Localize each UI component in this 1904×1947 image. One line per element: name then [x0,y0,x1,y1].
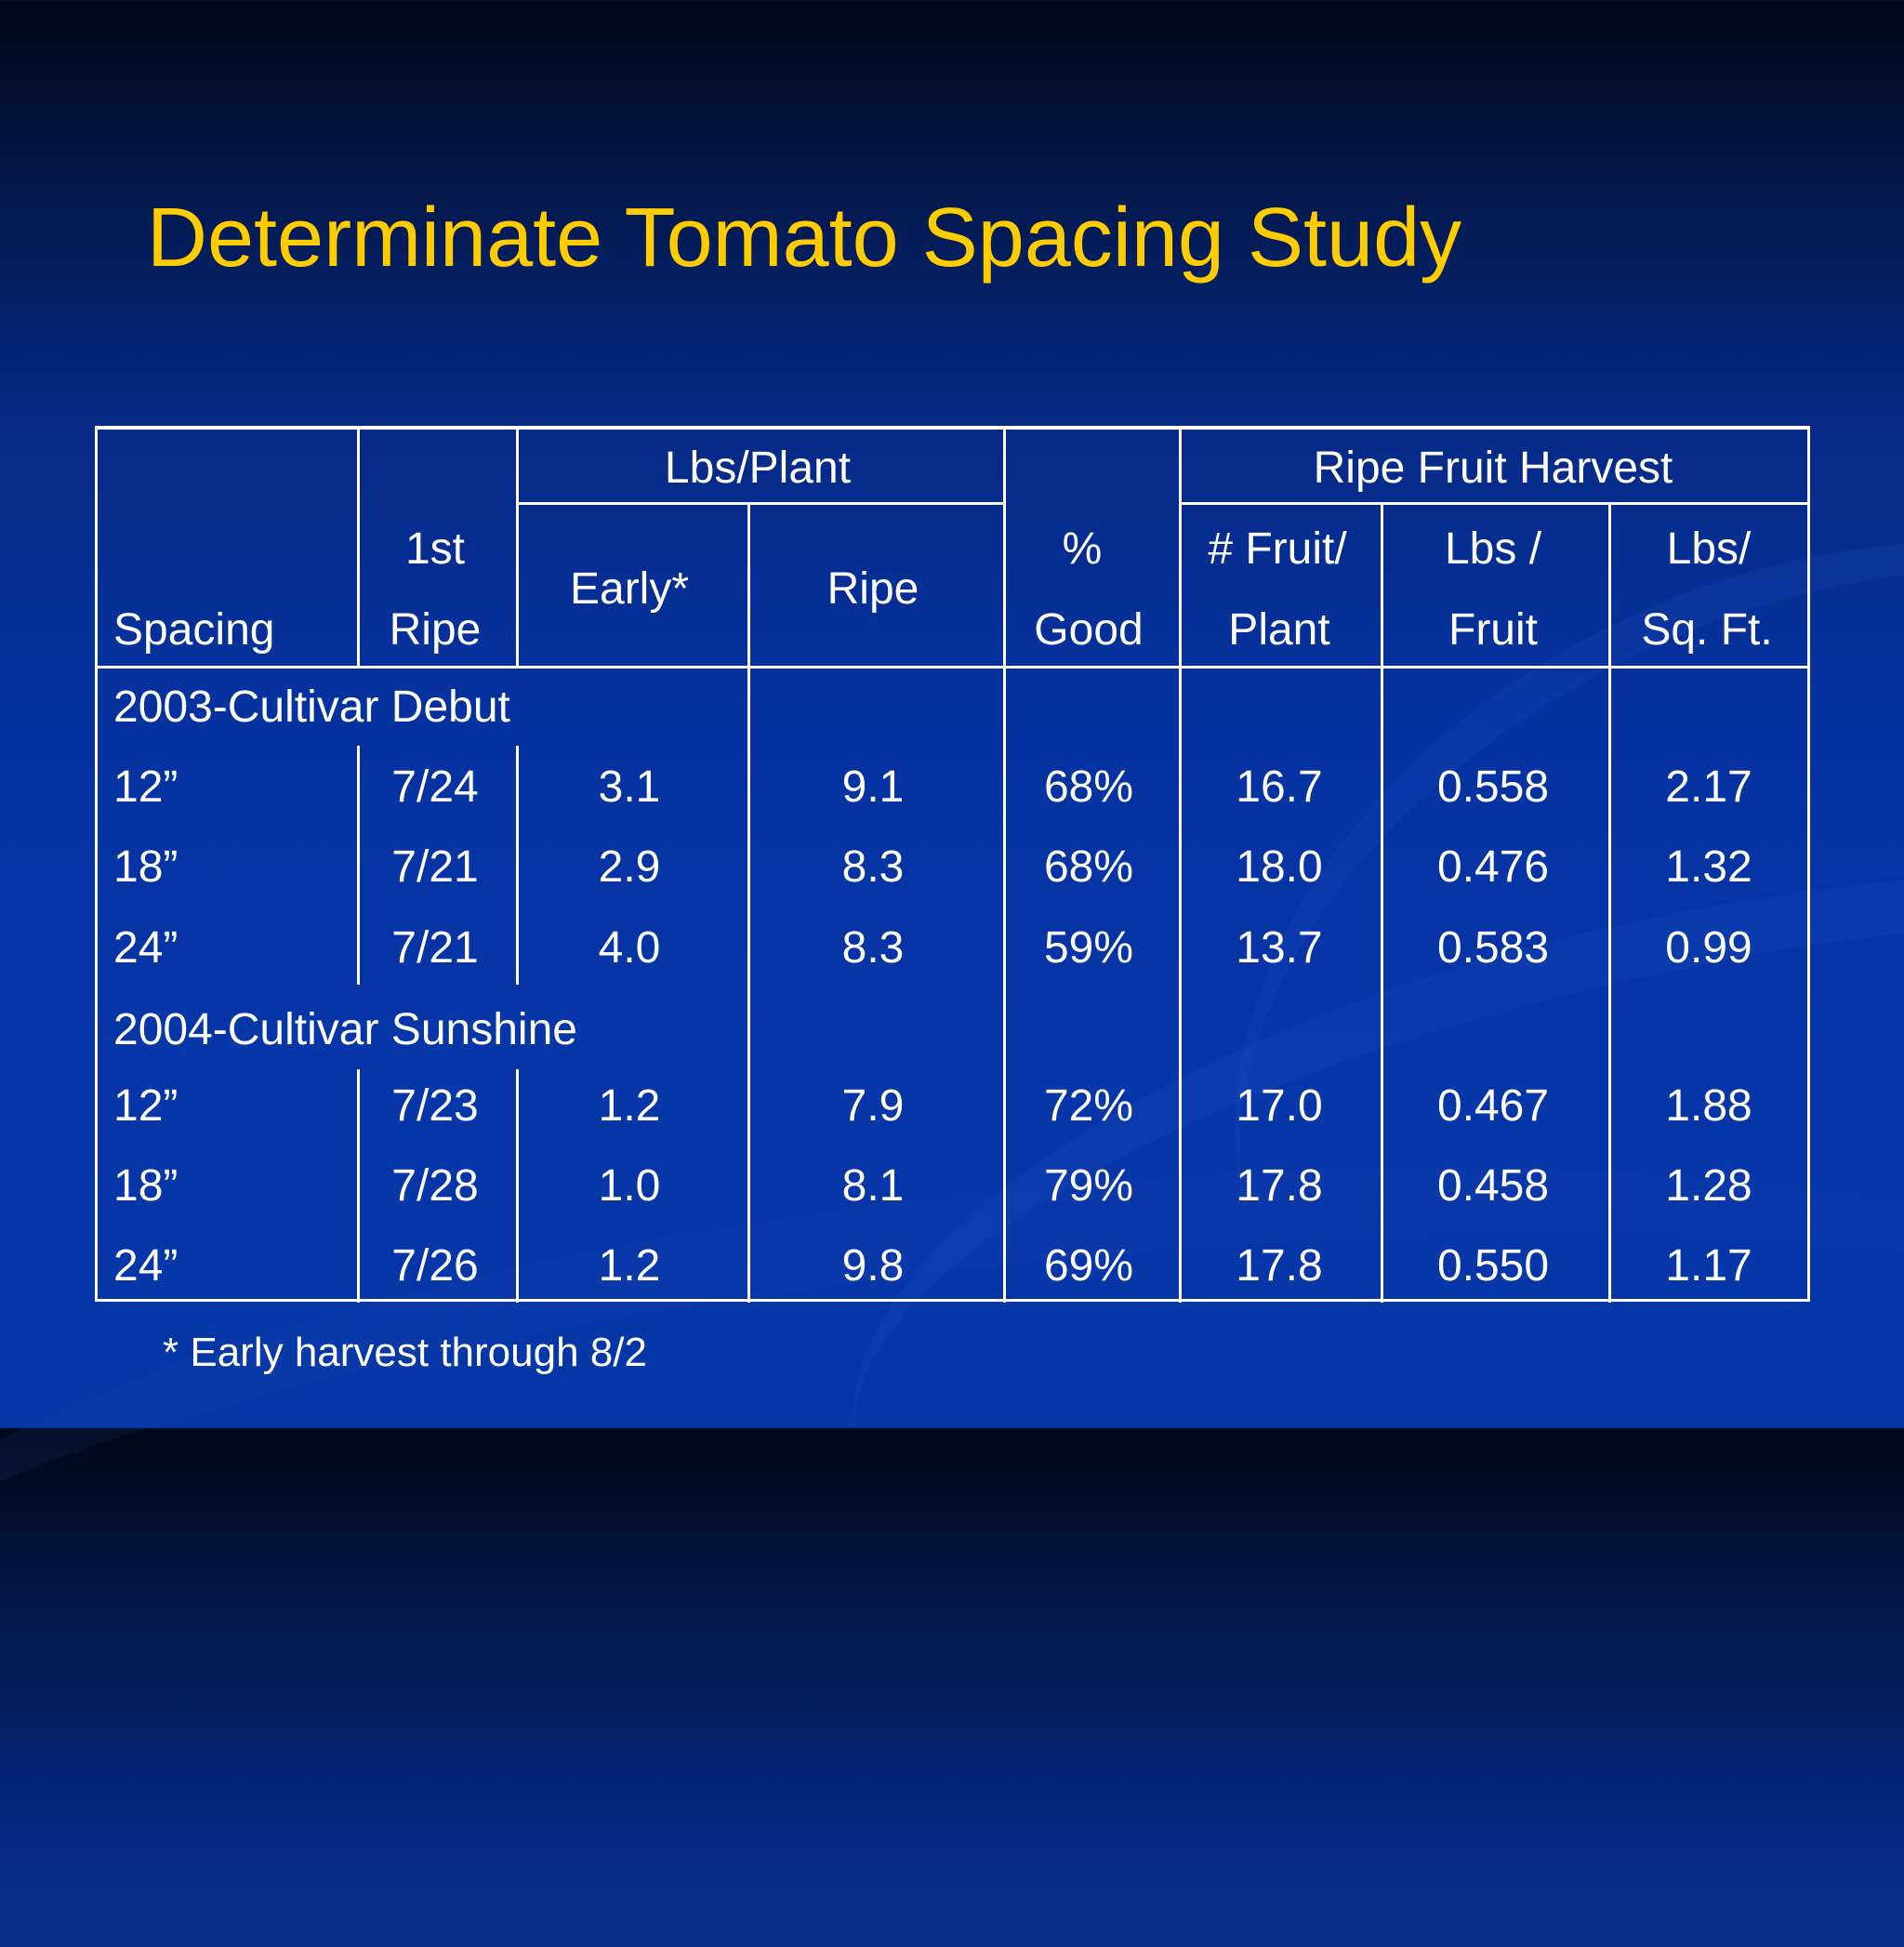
cell-lbs-per-sqft: 0.99 [1665,923,1752,973]
cell-lbs-per-fruit: 0.558 [1436,762,1550,812]
cell-lbs-per-sqft: 1.17 [1665,1241,1752,1291]
cell-spacing: 12” [113,1081,178,1131]
cell-percent-good: 59% [1043,923,1134,973]
cell-spacing: 24” [113,923,178,973]
cell-first-ripe: 7/21 [391,923,479,973]
cell-ripe: 7.9 [841,1081,905,1131]
cell-first-ripe: 7/21 [391,842,479,892]
cell-early: 4.0 [598,923,661,973]
header-spacing: Spacing [113,605,275,655]
cell-spacing: 18” [113,1161,178,1211]
header-good-line2: Good [1034,605,1144,655]
column-divider [1179,430,1182,1303]
cell-lbs-per-fruit: 0.467 [1436,1081,1550,1131]
group-header-ripe-fruit-harvest: Ripe Fruit Harvest [1313,444,1673,493]
cell-percent-good: 68% [1043,762,1134,812]
cell-spacing: 12” [113,762,178,812]
column-divider [1381,504,1383,1303]
cell-first-ripe: 7/26 [391,1241,479,1291]
column-divider [516,430,519,669]
header-fruit-plant-line1: # Fruit/ [1208,524,1347,574]
cell-fruit-per-plant: 13.7 [1236,923,1323,973]
cell-early: 1.2 [598,1081,661,1131]
column-divider [357,1069,360,1303]
header-bottom-divider [98,666,1807,669]
header-lbs-sqft-line2: Sq. Ft. [1641,605,1773,655]
cell-early: 1.2 [598,1241,661,1291]
cell-lbs-per-fruit: 0.550 [1436,1241,1550,1291]
header-first-ripe-line1: 1st [404,524,466,574]
cell-ripe: 8.3 [841,842,905,892]
cell-lbs-per-sqft: 2.17 [1665,762,1752,812]
cell-early: 3.1 [598,762,661,812]
column-divider [357,430,360,669]
cell-lbs-per-sqft: 1.32 [1665,842,1752,892]
slide-title: Determinate Tomato Spacing Study [147,192,1462,285]
row-divider [1179,502,1807,505]
cell-ripe: 8.3 [841,923,905,973]
header-lbs-fruit-line1: Lbs / [1444,524,1542,574]
header-lbs-sqft-line1: Lbs/ [1666,524,1752,574]
cell-percent-good: 68% [1043,842,1134,892]
cell-fruit-per-plant: 17.8 [1236,1161,1323,1211]
cell-percent-good: 72% [1043,1081,1134,1131]
header-lbs-fruit-line2: Fruit [1448,605,1538,655]
cell-first-ripe: 7/23 [391,1081,479,1131]
footnote: * Early harvest through 8/2 [163,1330,647,1375]
cell-lbs-per-fruit: 0.476 [1436,842,1550,892]
column-divider [516,1069,519,1303]
header-ripe: Ripe [826,564,919,614]
header-good-line1: % [1062,524,1103,574]
header-early: Early* [569,564,690,614]
row-divider [516,502,1006,505]
cell-first-ripe: 7/28 [391,1161,479,1211]
cell-ripe: 9.1 [841,762,905,812]
cell-first-ripe: 7/24 [391,762,479,812]
spacing-study-table [95,426,1810,1303]
column-divider [747,504,750,1303]
cell-lbs-per-sqft: 1.28 [1665,1161,1752,1211]
column-divider [516,746,519,985]
cell-early: 2.9 [598,842,661,892]
cell-fruit-per-plant: 18.0 [1236,842,1323,892]
header-fruit-plant-line2: Plant [1228,605,1330,655]
cell-ripe: 8.1 [841,1161,905,1211]
column-divider [357,746,360,985]
header-first-ripe-line2: Ripe [389,605,482,655]
cell-early: 1.0 [598,1161,661,1211]
cell-spacing: 24” [113,1241,178,1291]
cell-fruit-per-plant: 16.7 [1236,762,1323,812]
cell-lbs-per-fruit: 0.583 [1436,923,1550,973]
cell-fruit-per-plant: 17.8 [1236,1241,1323,1291]
cell-percent-good: 79% [1043,1161,1134,1211]
section-label: 2004-Cultivar Sunshine [113,1005,577,1054]
group-header-lbs-plant: Lbs/Plant [664,444,852,493]
cell-ripe: 9.8 [841,1241,905,1291]
cell-lbs-per-fruit: 0.458 [1436,1161,1550,1211]
cell-fruit-per-plant: 17.0 [1236,1081,1323,1131]
cell-percent-good: 69% [1043,1241,1134,1291]
cell-lbs-per-sqft: 1.88 [1665,1081,1752,1131]
cell-spacing: 18” [113,842,178,892]
section-label: 2003-Cultivar Debut [113,682,510,732]
column-divider [1003,430,1006,1303]
column-divider [1608,504,1611,1303]
